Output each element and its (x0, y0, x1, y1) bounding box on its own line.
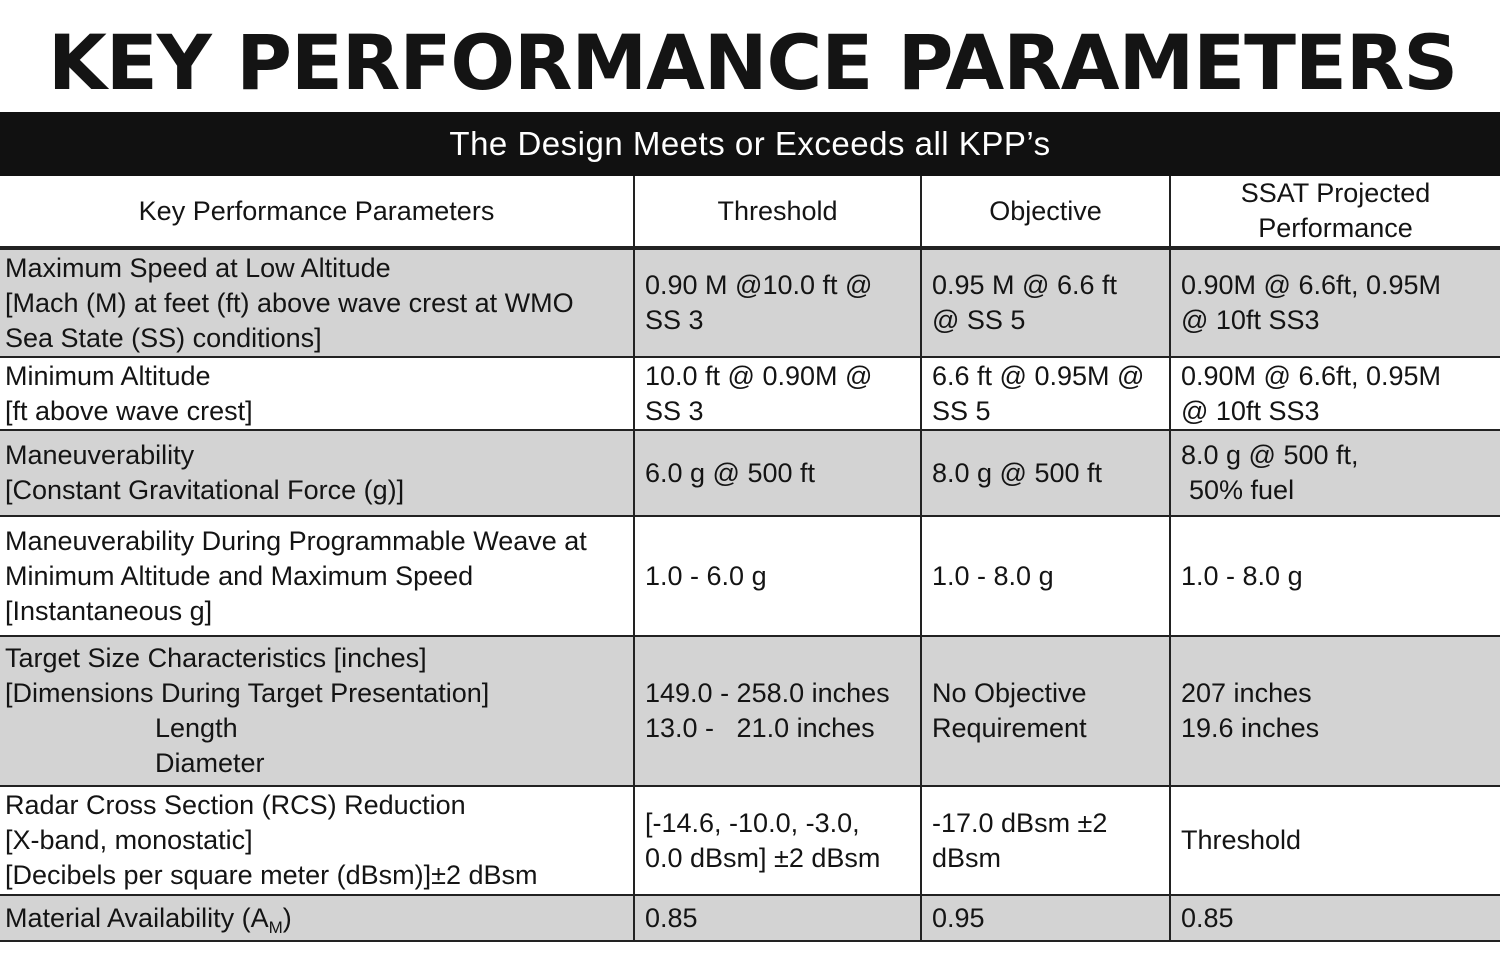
header-objective: Objective (920, 176, 1171, 250)
ssat-cell: 207 inches 19.6 inches (1169, 635, 1500, 787)
threshold-cell: 6.0 g @ 500 ft (633, 429, 922, 517)
param-cell: Material Availability (AM) (0, 894, 635, 942)
param-cell: Minimum Altitude [ft above wave crest] (0, 356, 635, 431)
ssat-cell: 1.0 - 8.0 g (1169, 515, 1500, 637)
table-row: Target Size Characteristics [inches] [Di… (0, 635, 1500, 787)
ssat-cell: 0.90M @ 6.6ft, 0.95M @ 10ft SS3 (1169, 247, 1500, 358)
header-ssat: SSAT Projected Performance (1169, 176, 1500, 250)
objective-cell: 8.0 g @ 500 ft (920, 429, 1171, 517)
objective-cell: 0.95 (920, 894, 1171, 942)
threshold-cell: 149.0 - 258.0 inches 13.0 - 21.0 inches (633, 635, 922, 787)
objective-cell: -17.0 dBsm ±2 dBsm (920, 785, 1171, 896)
threshold-cell: [-14.6, -10.0, -3.0, 0.0 dBsm] ±2 dBsm (633, 785, 922, 896)
param-cell: Maximum Speed at Low Altitude [Mach (M) … (0, 247, 635, 358)
table-row: Minimum Altitude [ft above wave crest] 1… (0, 356, 1500, 431)
threshold-cell: 0.85 (633, 894, 922, 942)
table-row: Radar Cross Section (RCS) Reduction [X-b… (0, 785, 1500, 896)
header-threshold: Threshold (633, 176, 922, 250)
objective-cell: 0.95 M @ 6.6 ft @ SS 5 (920, 247, 1171, 358)
table-row: Maximum Speed at Low Altitude [Mach (M) … (0, 247, 1500, 358)
header-parameters: Key Performance Parameters (0, 176, 635, 250)
param-cell: Target Size Characteristics [inches] [Di… (0, 635, 635, 787)
objective-cell: No Objective Requirement (920, 635, 1171, 787)
param-cell: Maneuverability [Constant Gravitational … (0, 429, 635, 517)
table-row: Maneuverability During Programmable Weav… (0, 515, 1500, 637)
ssat-cell: Threshold (1169, 785, 1500, 896)
threshold-cell: 10.0 ft @ 0.90M @ SS 3 (633, 356, 922, 431)
page-title: KEY PERFORMANCE PARAMETERS (48, 18, 1458, 107)
table-row: Material Availability (AM) 0.85 0.95 0.8… (0, 894, 1500, 942)
ssat-cell: 8.0 g @ 500 ft, 50% fuel (1169, 429, 1500, 517)
banner: The Design Meets or Exceeds all KPP’s (0, 112, 1500, 176)
ssat-cell: 0.85 (1169, 894, 1500, 942)
ssat-cell: 0.90M @ 6.6ft, 0.95M @ 10ft SS3 (1169, 356, 1500, 431)
objective-cell: 1.0 - 8.0 g (920, 515, 1171, 637)
threshold-cell: 1.0 - 6.0 g (633, 515, 922, 637)
param-cell: Maneuverability During Programmable Weav… (0, 515, 635, 637)
subscript-m: M (268, 917, 283, 937)
param-cell: Radar Cross Section (RCS) Reduction [X-b… (0, 785, 635, 896)
objective-cell: 6.6 ft @ 0.95M @ SS 5 (920, 356, 1171, 431)
table-row: Maneuverability [Constant Gravitational … (0, 429, 1500, 517)
banner-text: The Design Meets or Exceeds all KPP’s (449, 125, 1051, 162)
threshold-cell: 0.90 M @10.0 ft @ SS 3 (633, 247, 922, 358)
kpp-table: Key Performance Parameters Threshold Obj… (0, 176, 1500, 942)
header-row: Key Performance Parameters Threshold Obj… (0, 176, 1500, 250)
